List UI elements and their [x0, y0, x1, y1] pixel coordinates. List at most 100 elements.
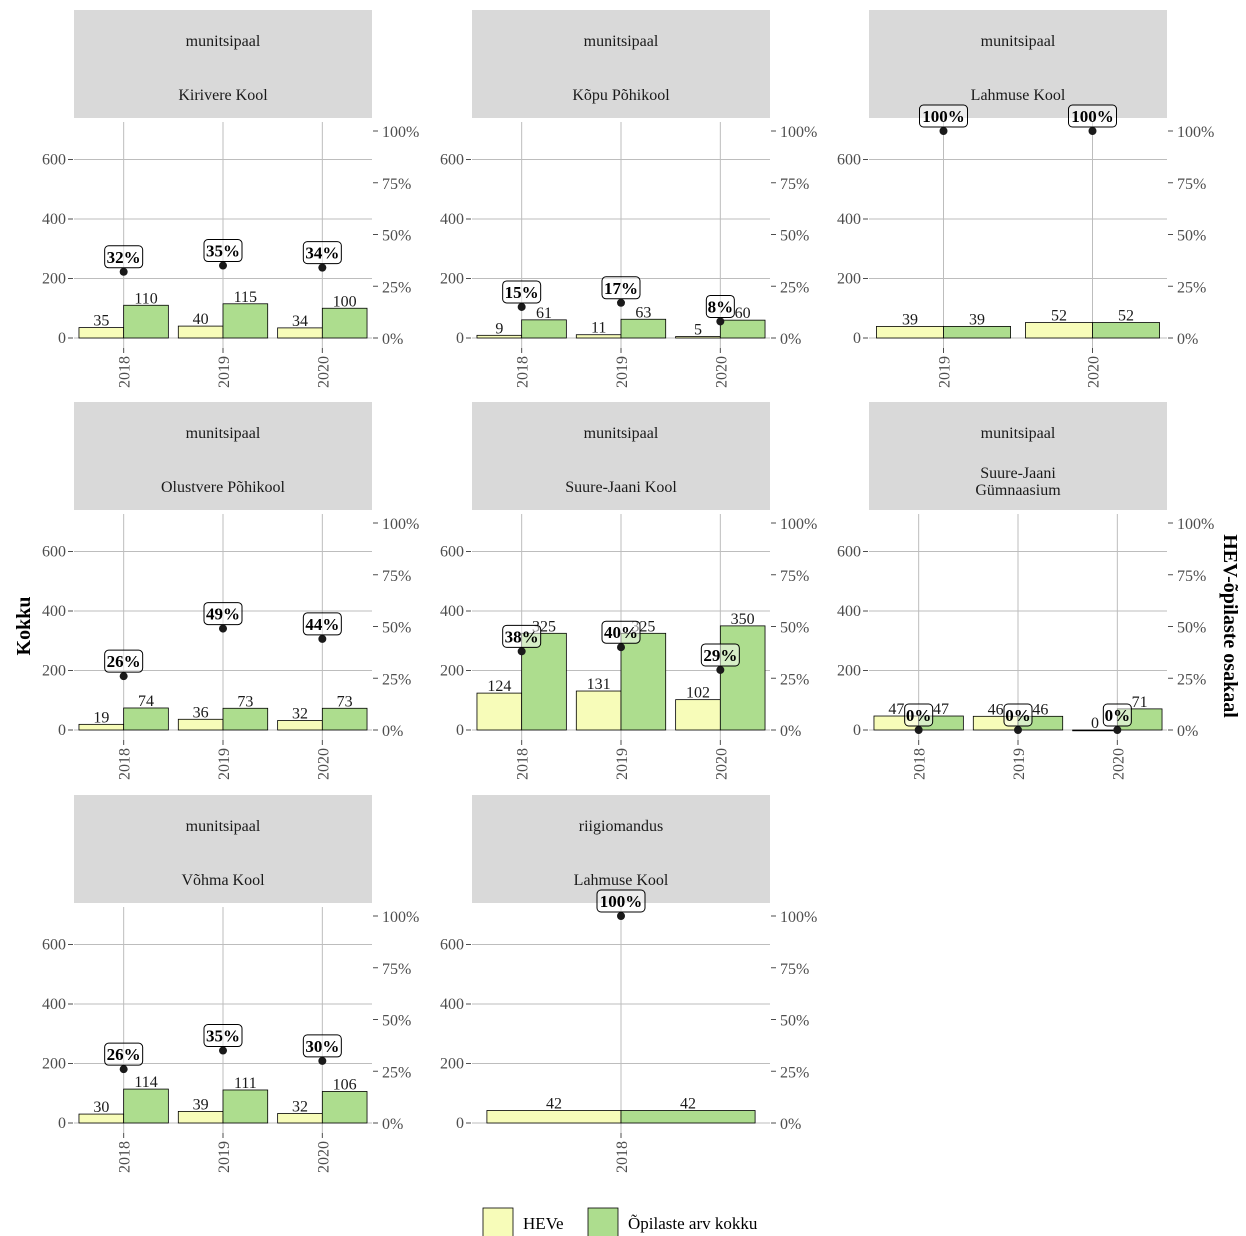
facet-school-label: Suure-Jaani Kool: [565, 479, 677, 496]
bar-value-label-total: 60: [735, 305, 751, 322]
right-tick-label: 25%: [780, 1064, 809, 1081]
share-label: 0%: [906, 706, 932, 725]
facet-school-label: Võhma Kool: [181, 872, 265, 889]
share-label: 38%: [505, 627, 539, 646]
bar-heve: [675, 699, 721, 731]
share-label: 49%: [206, 605, 240, 624]
bar-value-label-heve: 131: [587, 676, 611, 693]
legend-label: Õpilaste arv kokku: [628, 1214, 758, 1233]
right-tick-label: 75%: [382, 961, 411, 978]
share-label-box: [596, 889, 646, 913]
left-tick-label: 200: [837, 663, 861, 680]
bar-total: [123, 1088, 169, 1124]
left-tick-label: 400: [837, 603, 861, 620]
facet-owner-label: munitsipaal: [584, 33, 659, 50]
facet-owner-label: munitsipaal: [981, 33, 1056, 50]
share-label-box: [302, 241, 342, 265]
bar-total: [123, 707, 169, 731]
left-tick-label: 600: [440, 544, 464, 561]
right-tick-label: 75%: [382, 176, 411, 193]
bar-value-label-heve: 36: [193, 704, 209, 721]
right-tick-label: 0%: [382, 1116, 403, 1133]
left-tick-label: 200: [440, 271, 464, 288]
facet-owner-label: munitsipaal: [186, 818, 261, 835]
facet-owner-label: munitsipaal: [981, 425, 1056, 442]
left-tick-label: 600: [440, 152, 464, 169]
right-tick-label: 50%: [1177, 228, 1206, 245]
share-point: [716, 317, 725, 326]
bar-value-label-total: 71: [1132, 694, 1148, 711]
bar-value-label-heve: 47: [888, 701, 904, 718]
facet-strip: [869, 402, 1167, 510]
bar-value-label-heve: 34: [292, 313, 308, 330]
share-label: 8%: [708, 297, 734, 316]
share-label-box: [1068, 104, 1117, 128]
share-label: 26%: [107, 652, 141, 671]
facet-school-label: Kirivere Kool: [178, 87, 268, 104]
bar-total: [943, 325, 1011, 339]
share-label-box: [1003, 703, 1033, 727]
share-point: [617, 912, 625, 920]
share-label-box: [203, 602, 243, 626]
left-tick-label: 600: [42, 152, 66, 169]
right-tick-label: 75%: [780, 568, 809, 585]
left-tick-label: 0: [456, 330, 464, 347]
share-label: 40%: [604, 623, 638, 642]
bar-total: [123, 304, 169, 339]
share-label-box: [104, 1042, 144, 1066]
right-tick-label: 0%: [1177, 723, 1198, 740]
left-tick-label: 200: [440, 663, 464, 680]
bar-value-label-heve: 32: [292, 705, 308, 722]
bar-value-label-heve: 40: [193, 311, 209, 328]
x-tick-label: 2020: [315, 356, 332, 388]
x-tick-label: 2019: [216, 356, 233, 388]
x-tick-label: 2019: [937, 356, 954, 388]
right-tick-label: 25%: [780, 279, 809, 296]
share-label-box: [919, 104, 968, 128]
share-point: [1088, 127, 1097, 135]
x-tick-label: 2018: [117, 1141, 134, 1173]
right-tick-label: 25%: [780, 671, 809, 688]
facet-panel: munitsipaal Lahmuse Kool 0 200 400 600 0% 25% 50…: [837, 10, 1214, 388]
right-tick-label: 100%: [1177, 124, 1214, 141]
x-tick-label: 2019: [216, 748, 233, 780]
right-tick-label: 0%: [780, 723, 801, 740]
left-tick-label: 0: [58, 1115, 66, 1132]
right-tick-label: 25%: [1177, 279, 1206, 296]
share-label: 0%: [1005, 706, 1031, 725]
left-tick-label: 0: [456, 1115, 464, 1132]
facet-owner-label: munitsipaal: [584, 425, 659, 442]
share-point: [119, 267, 128, 276]
x-tick-label: 2018: [117, 748, 134, 780]
bar-value-label-heve: 5: [694, 322, 702, 339]
right-axis-title: HEV-õpilaste osakaal: [1219, 534, 1241, 718]
left-tick-label: 600: [440, 937, 464, 954]
right-tick-label: 100%: [1177, 516, 1214, 533]
left-tick-label: 400: [440, 996, 464, 1013]
bar-value-label-heve: 9: [495, 320, 503, 337]
left-tick-label: 0: [853, 722, 861, 739]
facet-strip: [472, 10, 770, 118]
left-tick-label: 400: [440, 211, 464, 228]
share-point: [914, 726, 923, 734]
x-tick-label: 2020: [1086, 356, 1103, 388]
left-tick-label: 0: [456, 722, 464, 739]
facet-strip: [472, 795, 770, 903]
share-point: [716, 665, 725, 674]
bar-value-label-total: 47: [933, 701, 949, 718]
share-label: 100%: [1071, 107, 1114, 126]
share-point: [1113, 726, 1122, 734]
x-tick-label: 2019: [1011, 748, 1028, 780]
bar-value-label-heve: 46: [988, 701, 1004, 718]
right-tick-label: 0%: [780, 1116, 801, 1133]
bar-value-label-total: 111: [234, 1075, 257, 1092]
right-tick-label: 75%: [1177, 568, 1206, 585]
left-axis-title: Kokku: [13, 597, 35, 656]
share-point: [318, 1056, 327, 1065]
right-tick-label: 100%: [780, 516, 817, 533]
share-label: 26%: [107, 1045, 141, 1064]
bar-value-label-total: 61: [536, 305, 552, 322]
left-tick-label: 600: [837, 152, 861, 169]
facet-panel: munitsipaal Kirivere Kool 0 200 400 600 0% 25% 5…: [42, 10, 419, 388]
